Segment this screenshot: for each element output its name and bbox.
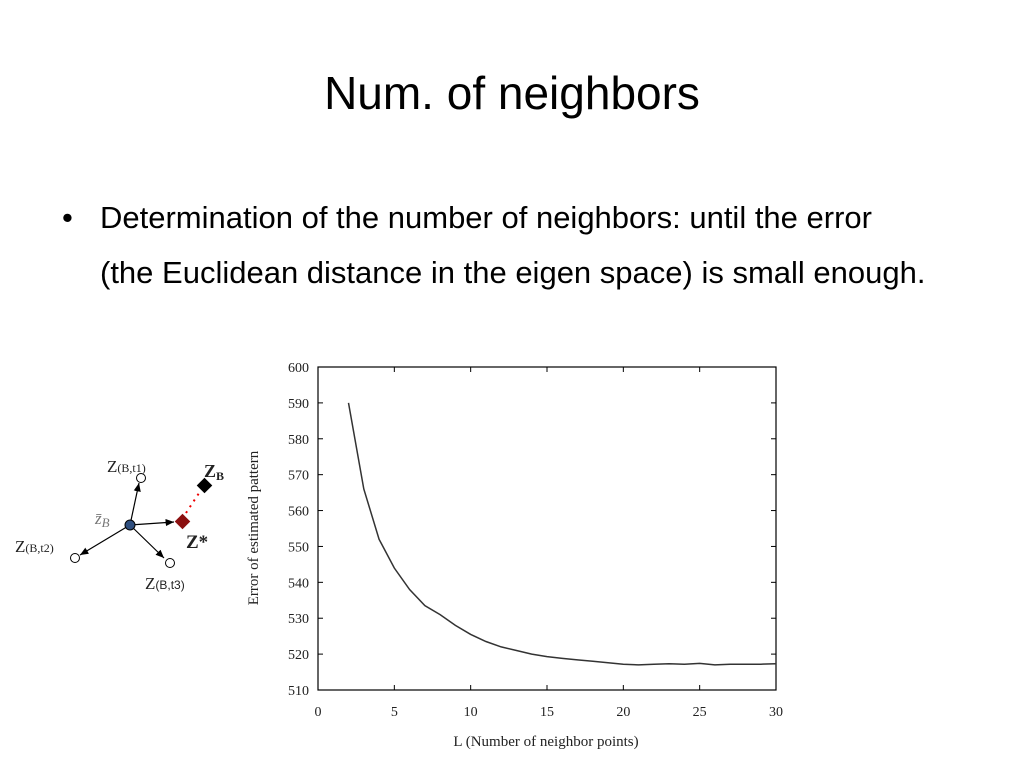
plot-frame: [317, 366, 777, 691]
node: [165, 558, 175, 568]
slide-title: Num. of neighbors: [324, 67, 700, 119]
y-tick-label: 580: [288, 433, 309, 448]
y-tick-label: 510: [288, 684, 309, 699]
node: [70, 553, 80, 563]
label: Z*: [186, 532, 208, 553]
node: [136, 473, 146, 483]
arrow: [79, 524, 131, 556]
x-tick-label: 15: [540, 705, 554, 720]
x-tick-label: 0: [315, 705, 322, 720]
x-tick-label: 30: [769, 705, 783, 720]
mean-node: [124, 519, 136, 531]
label: Z(B,t2): [15, 537, 54, 556]
y-axis-label: Error of estimated pattern: [246, 450, 262, 605]
x-axis-label: L (Number of neighbor points): [453, 734, 638, 750]
y-tick-label: 530: [288, 612, 309, 627]
red-diamond: [174, 513, 191, 530]
x-tick-label: 25: [693, 705, 707, 720]
arrow: [129, 482, 141, 526]
label: Z(B,t1): [107, 457, 146, 476]
dotted-link: [185, 489, 202, 514]
y-tick-label: 590: [288, 397, 309, 412]
label: z̄B: [94, 509, 110, 530]
y-tick-label: 600: [288, 361, 309, 376]
y-tick-label: 550: [288, 540, 309, 555]
x-tick-label: 5: [391, 705, 398, 720]
x-tick-label: 10: [464, 705, 478, 720]
bullet-dot: •: [62, 200, 73, 235]
label: Z(B,t3): [145, 574, 185, 593]
x-tick-label: 20: [616, 705, 630, 720]
y-tick-label: 560: [288, 505, 309, 520]
bullet: • Determination of the number of neighbo…: [62, 190, 932, 300]
bullet-text: Determination of the number of neighbors…: [100, 200, 926, 290]
black-diamond: [196, 477, 213, 494]
arrow: [129, 524, 165, 559]
y-tick-label: 520: [288, 648, 309, 663]
label: ZB: [204, 461, 224, 483]
line: [347, 402, 777, 666]
y-tick-label: 570: [288, 469, 309, 484]
chart: L (Number of neighbor points) Error of e…: [246, 361, 783, 750]
arrow: [129, 518, 175, 527]
y-tick-label: 540: [288, 576, 309, 591]
diagram: Z(B,t1) Z(B,t2) Z(B,t3) z̄B ZB Z*: [15, 457, 224, 593]
